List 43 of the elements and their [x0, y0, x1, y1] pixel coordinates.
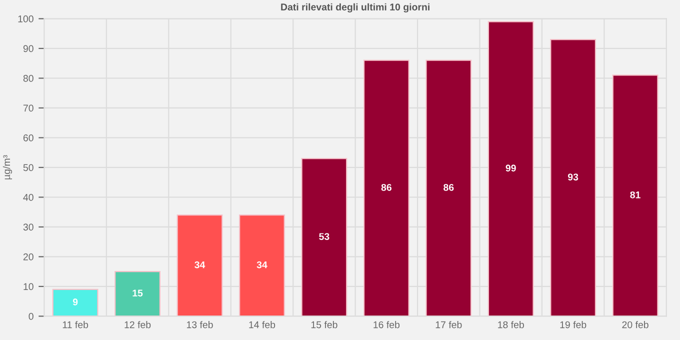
data-label: 86 — [444, 184, 454, 191]
bar — [612, 74, 658, 316]
x-tick-label: 11 feb — [62, 321, 88, 328]
bar — [239, 214, 285, 316]
data-label: 53 — [319, 233, 330, 240]
y-tick-label: 80 — [23, 74, 34, 82]
x-tick-label: 19 feb — [560, 321, 586, 328]
x-tick-label: 16 feb — [374, 321, 400, 328]
data-label: 99 — [506, 164, 516, 172]
x-tick-label: 12 feb — [124, 321, 151, 328]
y-tick-label: 20 — [23, 253, 34, 260]
x-tick-label: 15 feb — [311, 321, 338, 328]
data-label: 93 — [568, 174, 578, 180]
y-tick-label: 90 — [23, 45, 34, 52]
y-tick-label: 40 — [23, 194, 34, 201]
x-tick-label: 17 feb — [436, 321, 462, 328]
data-label: 15 — [132, 290, 143, 296]
chart-title: Dati rilevati degli ultimi 10 giorni — [281, 3, 430, 12]
data-label: 34 — [256, 261, 268, 268]
y-tick-label: 0 — [28, 312, 34, 320]
x-tick-label: 18 feb — [498, 321, 524, 328]
y-tick-label: 100 — [18, 15, 34, 22]
data-label: 86 — [381, 184, 392, 191]
x-tick-label: 14 feb — [249, 321, 276, 328]
bar — [301, 158, 348, 316]
bar — [550, 38, 596, 316]
data-label: 9 — [72, 298, 78, 306]
bar — [488, 21, 534, 316]
y-tick-label: 10 — [24, 283, 34, 290]
bar — [426, 60, 472, 316]
y-tick-label: 60 — [23, 134, 34, 142]
data-label: 81 — [630, 191, 640, 198]
y-tick-label: 30 — [23, 224, 34, 231]
bar — [52, 288, 98, 316]
bar — [363, 60, 410, 316]
y-tick-label: 50 — [23, 164, 34, 172]
x-tick-label: 20 feb — [622, 321, 648, 328]
y-tick-label: 70 — [23, 104, 34, 112]
data-label: 34 — [194, 261, 206, 268]
bar — [176, 214, 223, 316]
x-tick-label: 13 feb — [186, 321, 213, 328]
y-axis-title: µg/m³ — [2, 155, 12, 180]
bar — [114, 271, 160, 316]
